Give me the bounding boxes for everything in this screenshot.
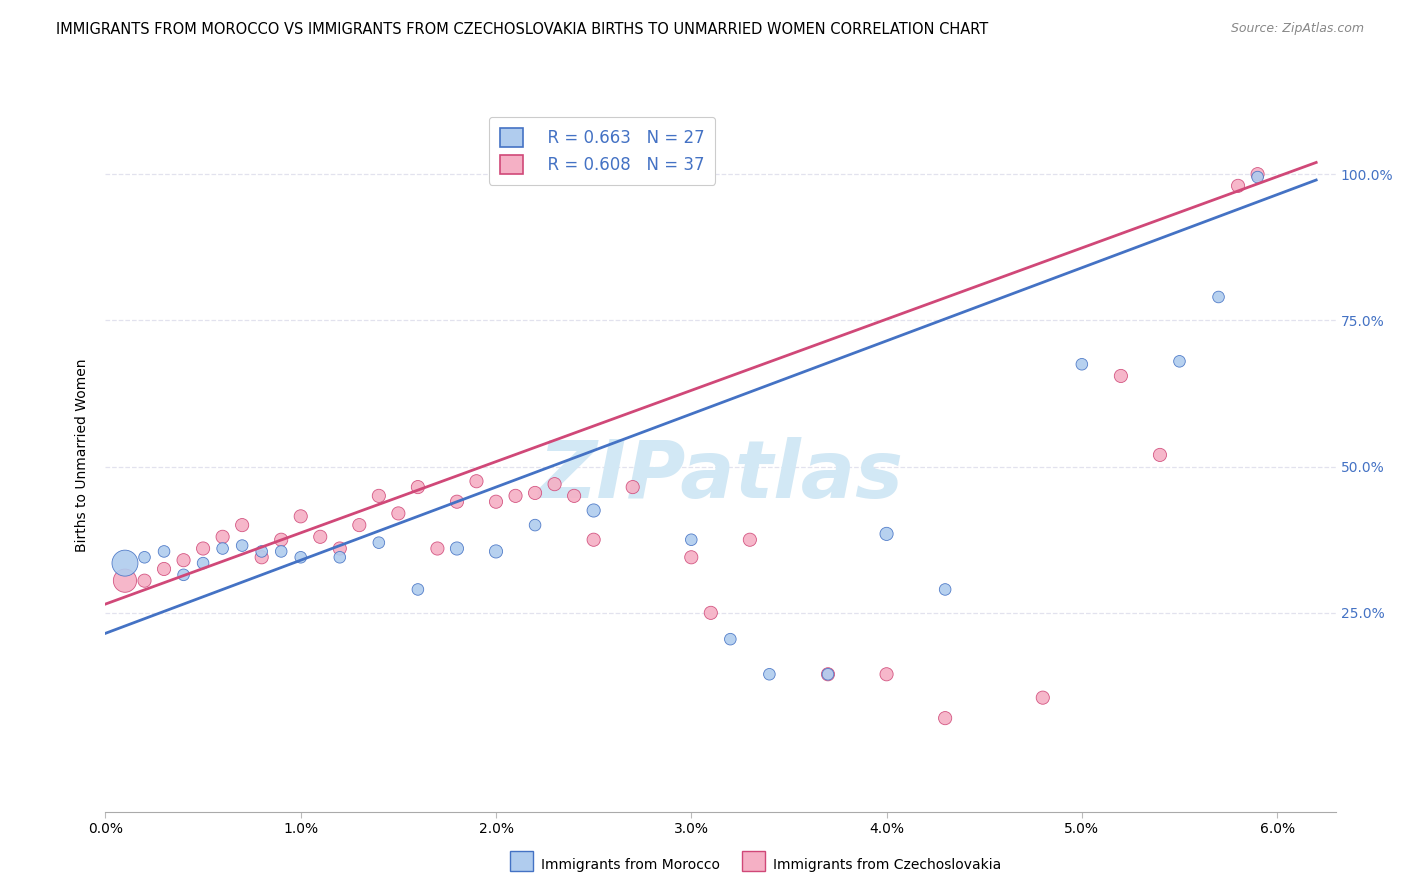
- Point: [1109, 368, 1132, 383]
- Point: [738, 533, 761, 547]
- Point: [1246, 170, 1268, 185]
- Point: [817, 667, 839, 681]
- Point: [934, 582, 956, 597]
- Point: [1070, 357, 1092, 371]
- Point: [543, 477, 565, 491]
- Point: [876, 527, 898, 541]
- Point: [329, 550, 352, 565]
- Point: [426, 541, 449, 556]
- Point: [114, 556, 136, 570]
- Point: [309, 530, 332, 544]
- Point: [681, 550, 703, 565]
- Point: [582, 533, 605, 547]
- Point: [465, 475, 488, 489]
- Point: [1246, 167, 1268, 181]
- Point: [173, 553, 195, 567]
- Point: [270, 544, 292, 558]
- Point: [250, 544, 273, 558]
- Point: [758, 667, 780, 681]
- Point: [231, 539, 253, 553]
- Text: IMMIGRANTS FROM MOROCCO VS IMMIGRANTS FROM CZECHOSLOVAKIA BIRTHS TO UNMARRIED WO: IMMIGRANTS FROM MOROCCO VS IMMIGRANTS FR…: [56, 22, 988, 37]
- Point: [153, 544, 176, 558]
- Point: [485, 494, 508, 508]
- Text: Source: ZipAtlas.com: Source: ZipAtlas.com: [1230, 22, 1364, 36]
- FancyBboxPatch shape: [742, 851, 765, 871]
- Point: [1227, 178, 1250, 193]
- Text: ZIPatlas: ZIPatlas: [538, 437, 903, 516]
- Point: [1208, 290, 1230, 304]
- Point: [1032, 690, 1054, 705]
- Point: [211, 541, 233, 556]
- Point: [621, 480, 644, 494]
- Point: [406, 582, 429, 597]
- Point: [367, 535, 389, 549]
- Point: [406, 480, 429, 494]
- Point: [191, 541, 214, 556]
- Point: [681, 533, 703, 547]
- Point: [817, 667, 839, 681]
- Point: [134, 550, 156, 565]
- Y-axis label: Births to Unmarried Women: Births to Unmarried Women: [76, 359, 90, 551]
- Point: [153, 562, 176, 576]
- Point: [1168, 354, 1191, 368]
- Point: [349, 518, 371, 533]
- Point: [270, 533, 292, 547]
- Point: [524, 518, 547, 533]
- Point: [250, 550, 273, 565]
- Text: Immigrants from Morocco: Immigrants from Morocco: [541, 858, 720, 872]
- Point: [387, 507, 409, 521]
- Point: [700, 606, 723, 620]
- Point: [231, 518, 253, 533]
- Point: [446, 541, 468, 556]
- Point: [134, 574, 156, 588]
- Point: [367, 489, 389, 503]
- Point: [505, 489, 527, 503]
- Point: [173, 567, 195, 582]
- Point: [876, 667, 898, 681]
- Point: [211, 530, 233, 544]
- Point: [718, 632, 741, 647]
- Point: [290, 509, 312, 524]
- Legend:   R = 0.663   N = 27,   R = 0.608   N = 37: R = 0.663 N = 27, R = 0.608 N = 37: [489, 117, 716, 185]
- Point: [582, 503, 605, 517]
- Point: [1149, 448, 1171, 462]
- Point: [446, 494, 468, 508]
- FancyBboxPatch shape: [510, 851, 533, 871]
- Text: Immigrants from Czechoslovakia: Immigrants from Czechoslovakia: [773, 858, 1001, 872]
- Point: [562, 489, 585, 503]
- Point: [191, 556, 214, 570]
- Point: [524, 486, 547, 500]
- Point: [934, 711, 956, 725]
- Point: [329, 541, 352, 556]
- Point: [114, 574, 136, 588]
- Point: [290, 550, 312, 565]
- Point: [485, 544, 508, 558]
